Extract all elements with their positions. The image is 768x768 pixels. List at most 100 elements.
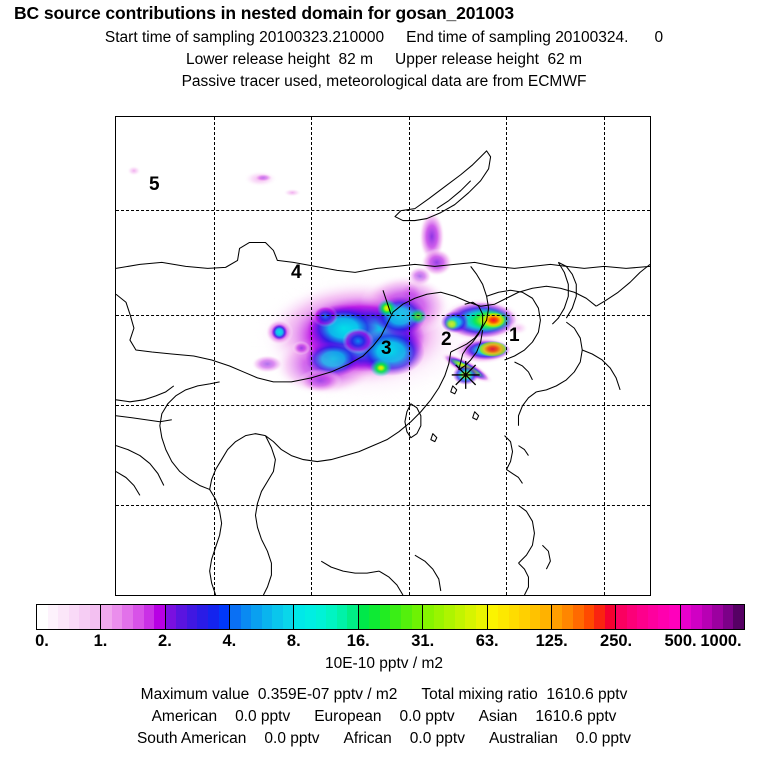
gridline-horizontal xyxy=(116,405,650,406)
asian-value: 1610.6 pptv xyxy=(535,708,617,725)
colorbar-tick: 16. xyxy=(346,632,370,650)
total-mixing-ratio-label: Total mixing ratio xyxy=(421,686,538,703)
max-value: 0.359E-07 pptv / m2 xyxy=(257,686,398,703)
colorbar-band xyxy=(68,605,80,629)
region-label-2: 2 xyxy=(441,329,452,350)
colorbar-band xyxy=(411,605,423,629)
colorbar-band xyxy=(487,605,499,629)
colorbar-segment xyxy=(487,605,552,629)
asian-label: Asian xyxy=(478,708,518,725)
colorbar-tick: 63. xyxy=(475,632,499,650)
colorbar-tick: 1. xyxy=(93,632,108,650)
colorbar-tick: 4. xyxy=(222,632,237,650)
colorbar-band xyxy=(58,605,69,629)
start-time-value: 20100323.210000 xyxy=(259,29,385,46)
colorbar-band xyxy=(390,605,402,629)
colorbar-band xyxy=(465,605,476,629)
colorbar-band xyxy=(336,605,348,629)
concentration-plume-layer xyxy=(126,165,529,404)
african-label: African xyxy=(343,730,392,747)
tracer-info-line: Passive tracer used, meteorological data… xyxy=(181,73,587,90)
colorbar-segment xyxy=(37,605,102,629)
colorbar-segment xyxy=(551,605,617,629)
upper-release-value: 62 m xyxy=(547,51,582,68)
statistics-block: Maximum value 0.359E-07 pptv / m2 Total m… xyxy=(0,686,768,748)
african-value: 0.0 pptv xyxy=(409,730,465,747)
sampling-time-line: Start time of sampling 20100323.210000 En… xyxy=(0,29,768,47)
colorbar-band xyxy=(282,605,294,629)
colorbar-band xyxy=(122,605,134,629)
end-time-label: End time of sampling xyxy=(406,29,551,46)
page-title: BC source contributions in nested domain… xyxy=(14,3,514,23)
lower-release-value: 82 m xyxy=(338,51,373,68)
colorbar-band xyxy=(261,605,273,629)
colorbar-band xyxy=(583,605,595,629)
gridline-vertical xyxy=(214,117,215,595)
colorbar-band xyxy=(658,605,670,629)
colorbar-band xyxy=(691,605,702,629)
colorbar-tick: 125. xyxy=(535,632,568,650)
colorbar-band xyxy=(326,605,337,629)
colorbar-unit-label: 10E-10 pptv / m2 xyxy=(324,655,444,672)
continent-row-2: South American 0.0 pptv African 0.0 pptv Aus… xyxy=(0,730,768,748)
colorbar-band xyxy=(529,605,541,629)
colorbar-band xyxy=(562,605,573,629)
max-and-total-row: Maximum value 0.359E-07 pptv / m2 Total m… xyxy=(0,686,768,704)
colorbar-segment xyxy=(680,605,744,629)
colorbar-band xyxy=(272,605,283,629)
colorbar-segment xyxy=(101,605,166,629)
start-time-label: Start time of sampling xyxy=(104,29,255,46)
region-label-5: 5 xyxy=(149,174,160,195)
colorbar-band xyxy=(207,605,219,629)
colorbar-tick: 8. xyxy=(286,632,301,650)
end-time-value: 20100324. xyxy=(555,29,629,46)
colorbar-band xyxy=(722,605,734,629)
colorbar-band xyxy=(604,605,616,629)
colorbar-band xyxy=(540,605,551,629)
gridline-vertical xyxy=(311,117,312,595)
colorbar-band xyxy=(251,605,262,629)
colorbar-band xyxy=(240,605,252,629)
colorbar-band xyxy=(573,605,584,629)
colorbar-band xyxy=(176,605,187,629)
coastline-vector-layer xyxy=(116,150,650,595)
colorbar-band xyxy=(186,605,198,629)
colorbar-band xyxy=(454,605,466,629)
upper-release-label: Upper release height xyxy=(395,51,539,68)
colorbar-band xyxy=(551,605,563,629)
continent-row-1: American 0.0 pptv European 0.0 pptv Asian 161… xyxy=(0,708,768,726)
station-star-marker xyxy=(451,360,480,389)
colorbar-band xyxy=(165,605,177,629)
colorbar-band xyxy=(230,605,241,629)
colorbar-band xyxy=(637,605,648,629)
colorbar[interactable] xyxy=(36,604,745,630)
colorbar-segment xyxy=(165,605,231,629)
colorbar-segment xyxy=(616,605,681,629)
colorbar-band xyxy=(79,605,90,629)
european-value: 0.0 pptv xyxy=(399,708,455,725)
map-annotation-layer: 5 4 3 2 1 xyxy=(116,117,650,595)
lower-release-label: Lower release height xyxy=(186,51,330,68)
colorbar-band xyxy=(733,605,744,629)
european-label: European xyxy=(314,708,382,725)
colorbar-segment xyxy=(294,605,359,629)
colorbar-tick: 0. xyxy=(35,632,49,650)
colorbar-band xyxy=(433,605,445,629)
map-plot-area[interactable]: 5 4 3 2 1 xyxy=(115,116,651,596)
colorbar-band xyxy=(37,605,48,629)
colorbar-band xyxy=(154,605,165,629)
gridline-vertical xyxy=(506,117,507,595)
colorbar-band xyxy=(305,605,316,629)
american-label: American xyxy=(151,708,218,725)
colorbar-band xyxy=(218,605,230,629)
region-label-1: 1 xyxy=(509,325,520,346)
colorbar-band xyxy=(379,605,391,629)
colorbar-tick: 1000. xyxy=(700,632,742,650)
south-american-label: South American xyxy=(136,730,247,747)
colorbar-band xyxy=(143,605,155,629)
total-mixing-ratio-value: 1610.6 pptv xyxy=(546,686,628,703)
colorbar-band xyxy=(315,605,327,629)
colorbar-band xyxy=(680,605,692,629)
american-value: 0.0 pptv xyxy=(235,708,291,725)
release-height-line: Lower release height 82 m Upper release h… xyxy=(0,51,768,69)
